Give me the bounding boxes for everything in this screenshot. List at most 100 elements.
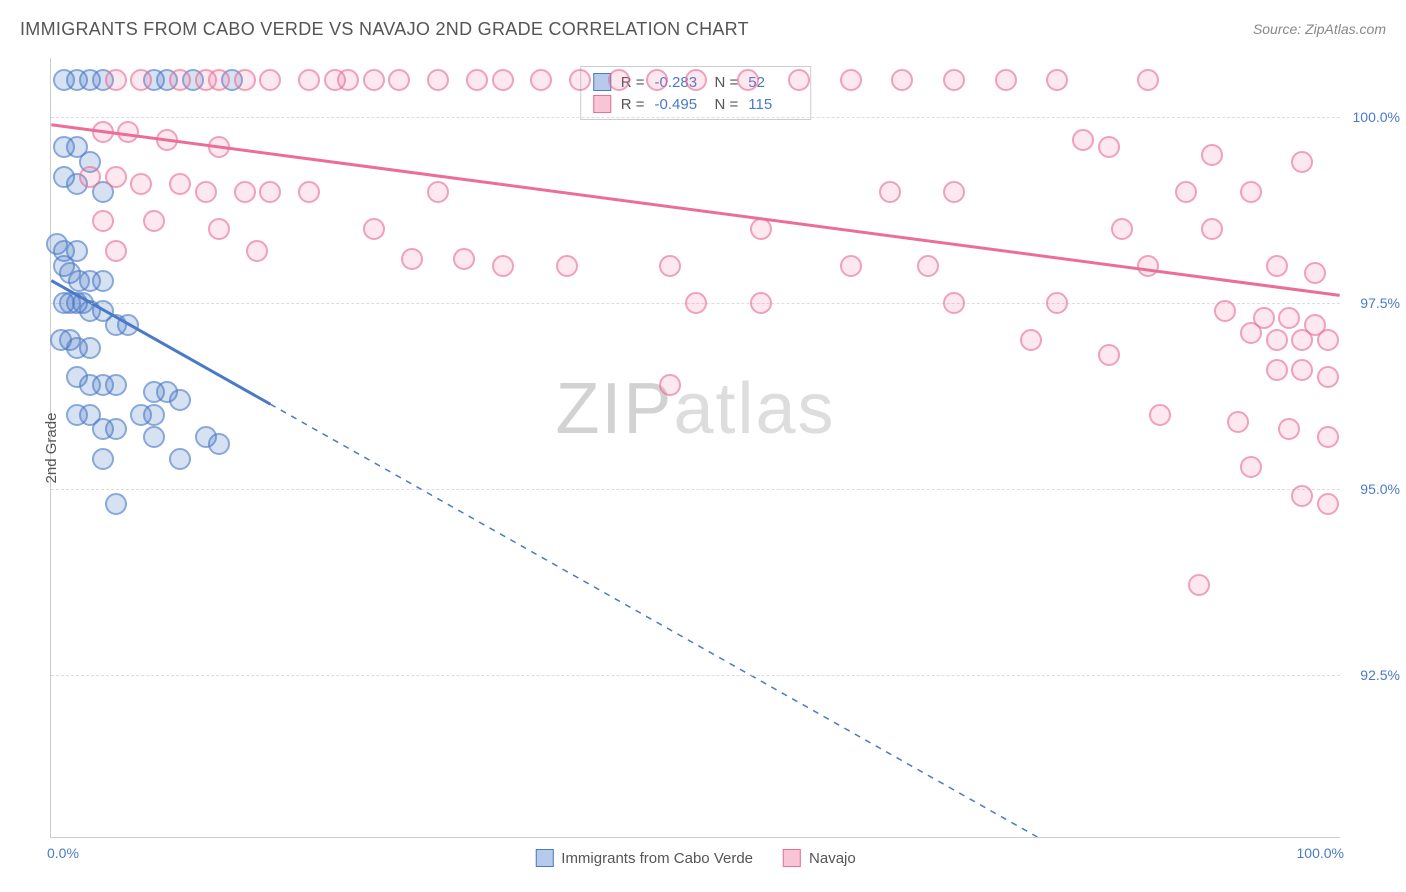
data-point bbox=[169, 69, 191, 91]
data-point bbox=[169, 448, 191, 470]
data-point bbox=[659, 255, 681, 277]
data-point bbox=[917, 255, 939, 277]
data-point bbox=[105, 69, 127, 91]
data-point bbox=[788, 69, 810, 91]
y-tick-label: 97.5% bbox=[1360, 295, 1400, 311]
data-point bbox=[943, 292, 965, 314]
data-point bbox=[1317, 366, 1339, 388]
data-point bbox=[195, 181, 217, 203]
data-point bbox=[169, 389, 191, 411]
data-point bbox=[130, 69, 152, 91]
data-point bbox=[530, 69, 552, 91]
data-point bbox=[1317, 329, 1339, 351]
gridline bbox=[51, 675, 1340, 676]
chart-title: IMMIGRANTS FROM CABO VERDE VS NAVAJO 2ND… bbox=[20, 19, 749, 40]
data-point bbox=[92, 448, 114, 470]
data-point bbox=[1240, 181, 1262, 203]
data-point bbox=[234, 69, 256, 91]
legend-item-cabo-verde: Immigrants from Cabo Verde bbox=[535, 849, 753, 867]
data-point bbox=[879, 181, 901, 203]
data-point bbox=[569, 69, 591, 91]
data-point bbox=[208, 69, 230, 91]
data-point bbox=[685, 69, 707, 91]
data-point bbox=[117, 314, 139, 336]
data-point bbox=[737, 69, 759, 91]
data-point bbox=[1266, 329, 1288, 351]
data-point bbox=[840, 69, 862, 91]
swatch-pink-icon bbox=[783, 849, 801, 867]
data-point bbox=[659, 374, 681, 396]
data-point bbox=[79, 166, 101, 188]
stats-row-2: R = -0.495 N = 115 bbox=[593, 93, 799, 115]
data-point bbox=[466, 69, 488, 91]
data-point bbox=[363, 69, 385, 91]
data-point bbox=[401, 248, 423, 270]
data-point bbox=[1240, 456, 1262, 478]
data-point bbox=[143, 210, 165, 232]
data-point bbox=[492, 255, 514, 277]
data-point bbox=[685, 292, 707, 314]
data-point bbox=[208, 218, 230, 240]
data-point bbox=[246, 240, 268, 262]
swatch-pink-icon bbox=[593, 95, 611, 113]
trend-lines bbox=[51, 58, 1340, 837]
data-point bbox=[1304, 262, 1326, 284]
data-point bbox=[1137, 255, 1159, 277]
data-point bbox=[143, 404, 165, 426]
data-point bbox=[156, 129, 178, 151]
data-point bbox=[995, 69, 1017, 91]
data-point bbox=[337, 69, 359, 91]
data-point bbox=[1317, 426, 1339, 448]
data-point bbox=[259, 69, 281, 91]
y-tick-label: 92.5% bbox=[1360, 667, 1400, 683]
data-point bbox=[1072, 129, 1094, 151]
data-point bbox=[750, 218, 772, 240]
data-point bbox=[92, 210, 114, 232]
watermark: ZIPatlas bbox=[555, 368, 835, 450]
data-point bbox=[92, 270, 114, 292]
data-point bbox=[1291, 485, 1313, 507]
data-point bbox=[1201, 218, 1223, 240]
data-point bbox=[1266, 359, 1288, 381]
data-point bbox=[943, 69, 965, 91]
data-point bbox=[117, 121, 139, 143]
data-point bbox=[492, 69, 514, 91]
legend-item-navajo: Navajo bbox=[783, 849, 856, 867]
data-point bbox=[363, 218, 385, 240]
data-point bbox=[208, 136, 230, 158]
data-point bbox=[92, 121, 114, 143]
data-point bbox=[1291, 329, 1313, 351]
y-tick-label: 95.0% bbox=[1360, 481, 1400, 497]
data-point bbox=[105, 166, 127, 188]
data-point bbox=[1149, 404, 1171, 426]
y-axis-label: 2nd Grade bbox=[43, 412, 60, 483]
data-point bbox=[259, 181, 281, 203]
data-point bbox=[427, 69, 449, 91]
data-point bbox=[646, 69, 668, 91]
data-point bbox=[1046, 292, 1068, 314]
data-point bbox=[208, 433, 230, 455]
scatter-chart: 2nd Grade ZIPatlas R = -0.283 N = 52 R =… bbox=[50, 58, 1340, 838]
data-point bbox=[943, 181, 965, 203]
data-point bbox=[1137, 69, 1159, 91]
data-point bbox=[105, 240, 127, 262]
data-point bbox=[1020, 329, 1042, 351]
data-point bbox=[169, 173, 191, 195]
data-point bbox=[1098, 344, 1120, 366]
data-point bbox=[1266, 255, 1288, 277]
data-point bbox=[130, 173, 152, 195]
data-point bbox=[608, 69, 630, 91]
x-tick-right: 100.0% bbox=[1297, 845, 1344, 861]
data-point bbox=[1214, 300, 1236, 322]
data-point bbox=[1227, 411, 1249, 433]
data-point bbox=[453, 248, 475, 270]
chart-source: Source: ZipAtlas.com bbox=[1253, 21, 1386, 37]
data-point bbox=[1111, 218, 1133, 240]
data-point bbox=[556, 255, 578, 277]
data-point bbox=[79, 337, 101, 359]
data-point bbox=[105, 493, 127, 515]
data-point bbox=[105, 374, 127, 396]
data-point bbox=[388, 69, 410, 91]
swatch-blue-icon bbox=[535, 849, 553, 867]
data-point bbox=[1291, 151, 1313, 173]
